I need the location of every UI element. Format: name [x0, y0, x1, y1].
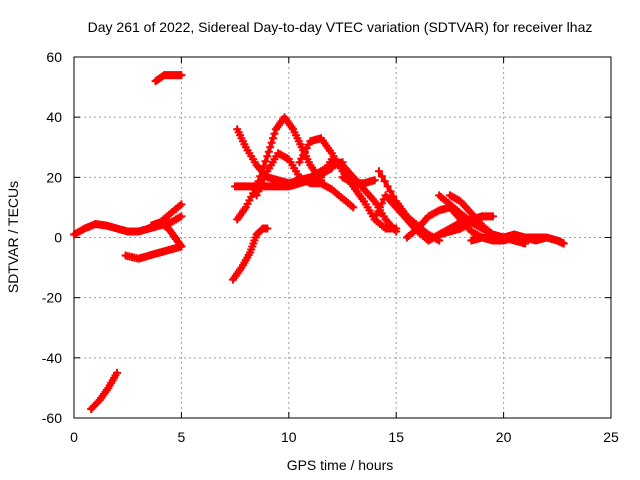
- data-point: [266, 143, 275, 152]
- series-track-6: [147, 218, 186, 251]
- series-track-2: [151, 71, 186, 86]
- x-tick-label: 0: [70, 429, 78, 445]
- data-point: [386, 187, 395, 196]
- y-tick-label: -60: [42, 410, 62, 426]
- series-track-8: [233, 113, 325, 224]
- data-point: [380, 177, 389, 186]
- data-point: [177, 200, 186, 209]
- series-track-7: [229, 224, 272, 284]
- y-tick-label: -40: [42, 350, 62, 366]
- data-point: [177, 212, 186, 221]
- x-tick-label: 10: [281, 429, 297, 445]
- data-point: [261, 157, 270, 166]
- data-point: [264, 147, 273, 156]
- data-point: [377, 172, 386, 181]
- data-point: [176, 241, 185, 249]
- data-point: [267, 138, 276, 147]
- data-point: [349, 203, 358, 212]
- data-point: [177, 242, 186, 251]
- x-tick-label: 15: [388, 429, 404, 445]
- data-point: [270, 129, 279, 138]
- chart-title: Day 261 of 2022, Sidereal Day-to-day VTE…: [88, 19, 593, 35]
- data-point: [256, 183, 265, 192]
- series-track-5: [87, 368, 121, 413]
- y-tick-label: 0: [54, 230, 62, 246]
- y-axis-label: SDTVAR / TECUs: [5, 181, 21, 293]
- y-tick-label: 20: [46, 169, 62, 185]
- y-tick-label: -20: [42, 290, 62, 306]
- x-tick-label: 20: [496, 429, 512, 445]
- series-track-14: [338, 173, 379, 188]
- x-tick-label: 25: [603, 429, 619, 445]
- series-track-13: [252, 149, 358, 212]
- axis-ticks: 0 5 10 15 20 25 -60 -40 -20 0 20 40 60: [42, 49, 619, 445]
- series-track-3: [121, 242, 186, 263]
- series-track-22: [499, 233, 568, 248]
- x-axis-label: GPS time / hours: [287, 457, 394, 473]
- data-point: [383, 182, 392, 191]
- series-track-10: [233, 125, 347, 188]
- data-point: [269, 134, 277, 143]
- data-point: [177, 71, 186, 80]
- data-point: [263, 152, 272, 161]
- data-marks: [70, 71, 568, 413]
- data-point: [113, 368, 121, 377]
- x-tick-label: 5: [178, 429, 186, 445]
- y-tick-label: 60: [46, 49, 62, 65]
- data-point: [392, 227, 401, 236]
- data-point: [263, 224, 272, 233]
- data-point: [375, 167, 383, 176]
- data-point: [559, 239, 568, 248]
- data-point: [370, 176, 379, 185]
- y-tick-label: 40: [46, 109, 62, 125]
- data-point: [488, 212, 497, 221]
